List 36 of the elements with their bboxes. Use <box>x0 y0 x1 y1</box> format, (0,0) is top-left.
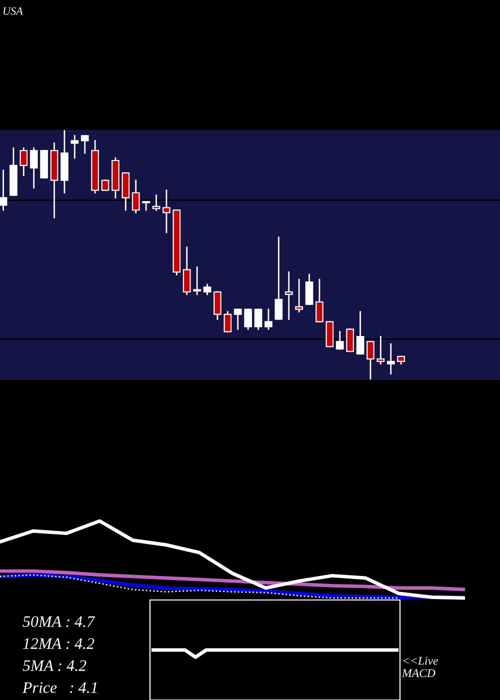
candlestick <box>0 170 8 211</box>
candlestick <box>346 328 354 352</box>
candlestick <box>101 180 110 191</box>
candlestick <box>254 308 262 330</box>
text: Price : 4.1 <box>22 682 97 694</box>
text: 50MA : 4.7 <box>22 616 96 628</box>
candlestick <box>244 308 252 330</box>
candlestick <box>224 311 232 332</box>
candlestick <box>30 147 38 188</box>
candlestick <box>214 291 222 320</box>
candlestick <box>182 246 191 296</box>
candlestick <box>203 284 212 296</box>
text: 12MA : 4.2 <box>23 638 94 650</box>
candlestick <box>162 190 170 234</box>
text: USA <box>4 7 23 15</box>
candlestick <box>376 336 385 365</box>
candlestick <box>264 308 272 330</box>
candlestick <box>132 180 140 214</box>
text: 5MA : 4.2 <box>22 660 86 672</box>
candlestick <box>80 135 89 154</box>
candlestick <box>274 236 283 320</box>
candlestick <box>336 330 344 350</box>
candlestick <box>234 308 242 330</box>
candlestick <box>356 311 364 355</box>
candlestick <box>366 340 374 380</box>
candlestick <box>305 274 314 306</box>
candlestick <box>20 147 28 176</box>
candlestick <box>316 278 324 322</box>
candlestick <box>386 343 395 374</box>
candlestick <box>142 201 150 211</box>
candlestick <box>70 135 79 159</box>
candlestick <box>284 271 293 320</box>
candlestick <box>295 278 303 312</box>
annotation: <<Live MACD <box>402 656 438 678</box>
candlestick <box>152 194 160 211</box>
candlestick <box>193 266 201 296</box>
